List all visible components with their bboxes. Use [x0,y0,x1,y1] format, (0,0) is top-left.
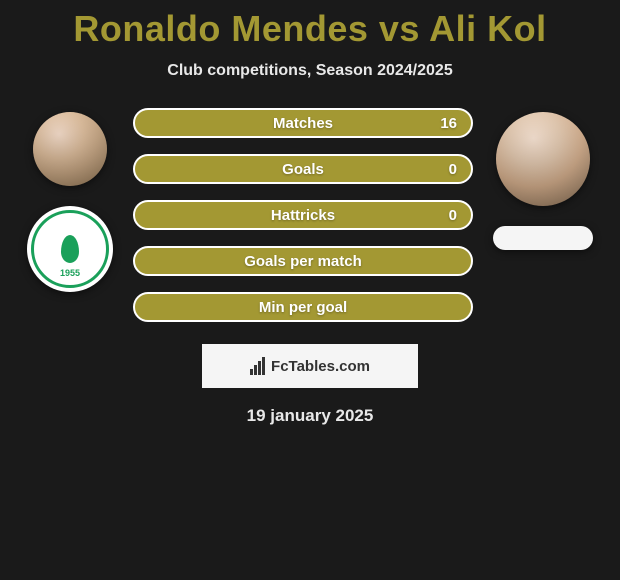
stat-value: 16 [440,115,457,132]
player-left-avatar [33,112,107,186]
stat-bar-min-per-goal: Min per goal [133,292,473,322]
stat-bar-goals-per-match: Goals per match [133,246,473,276]
stat-value: 0 [449,207,457,224]
chart-icon [250,357,265,375]
stats-list: Matches 16 Goals 0 Hattricks 0 Goals per… [133,108,473,322]
player-right-club-badge [493,226,593,250]
page-subtitle: Club competitions, Season 2024/2025 [0,62,620,80]
club-logo-icon [54,229,86,269]
stat-value: 0 [449,161,457,178]
player-left-club-badge [27,206,113,292]
watermark-text: FcTables.com [271,358,370,375]
stat-bar-matches: Matches 16 [133,108,473,138]
stat-bar-goals: Goals 0 [133,154,473,184]
footer-date: 19 january 2025 [0,406,620,426]
page-title: Ronaldo Mendes vs Ali Kol [0,8,620,50]
main-row: Matches 16 Goals 0 Hattricks 0 Goals per… [0,108,620,322]
stat-label: Matches [273,115,333,132]
stat-label: Goals per match [244,253,362,270]
stat-label: Goals [282,161,324,178]
stat-bar-hattricks: Hattricks 0 [133,200,473,230]
left-column [27,108,113,292]
player-right-avatar [496,112,590,206]
comparison-card: Ronaldo Mendes vs Ali Kol Club competiti… [0,0,620,426]
leaf-icon [61,235,79,263]
stat-label: Hattricks [271,207,335,224]
right-column [493,108,593,250]
watermark: FcTables.com [202,344,418,388]
stat-label: Min per goal [259,299,347,316]
